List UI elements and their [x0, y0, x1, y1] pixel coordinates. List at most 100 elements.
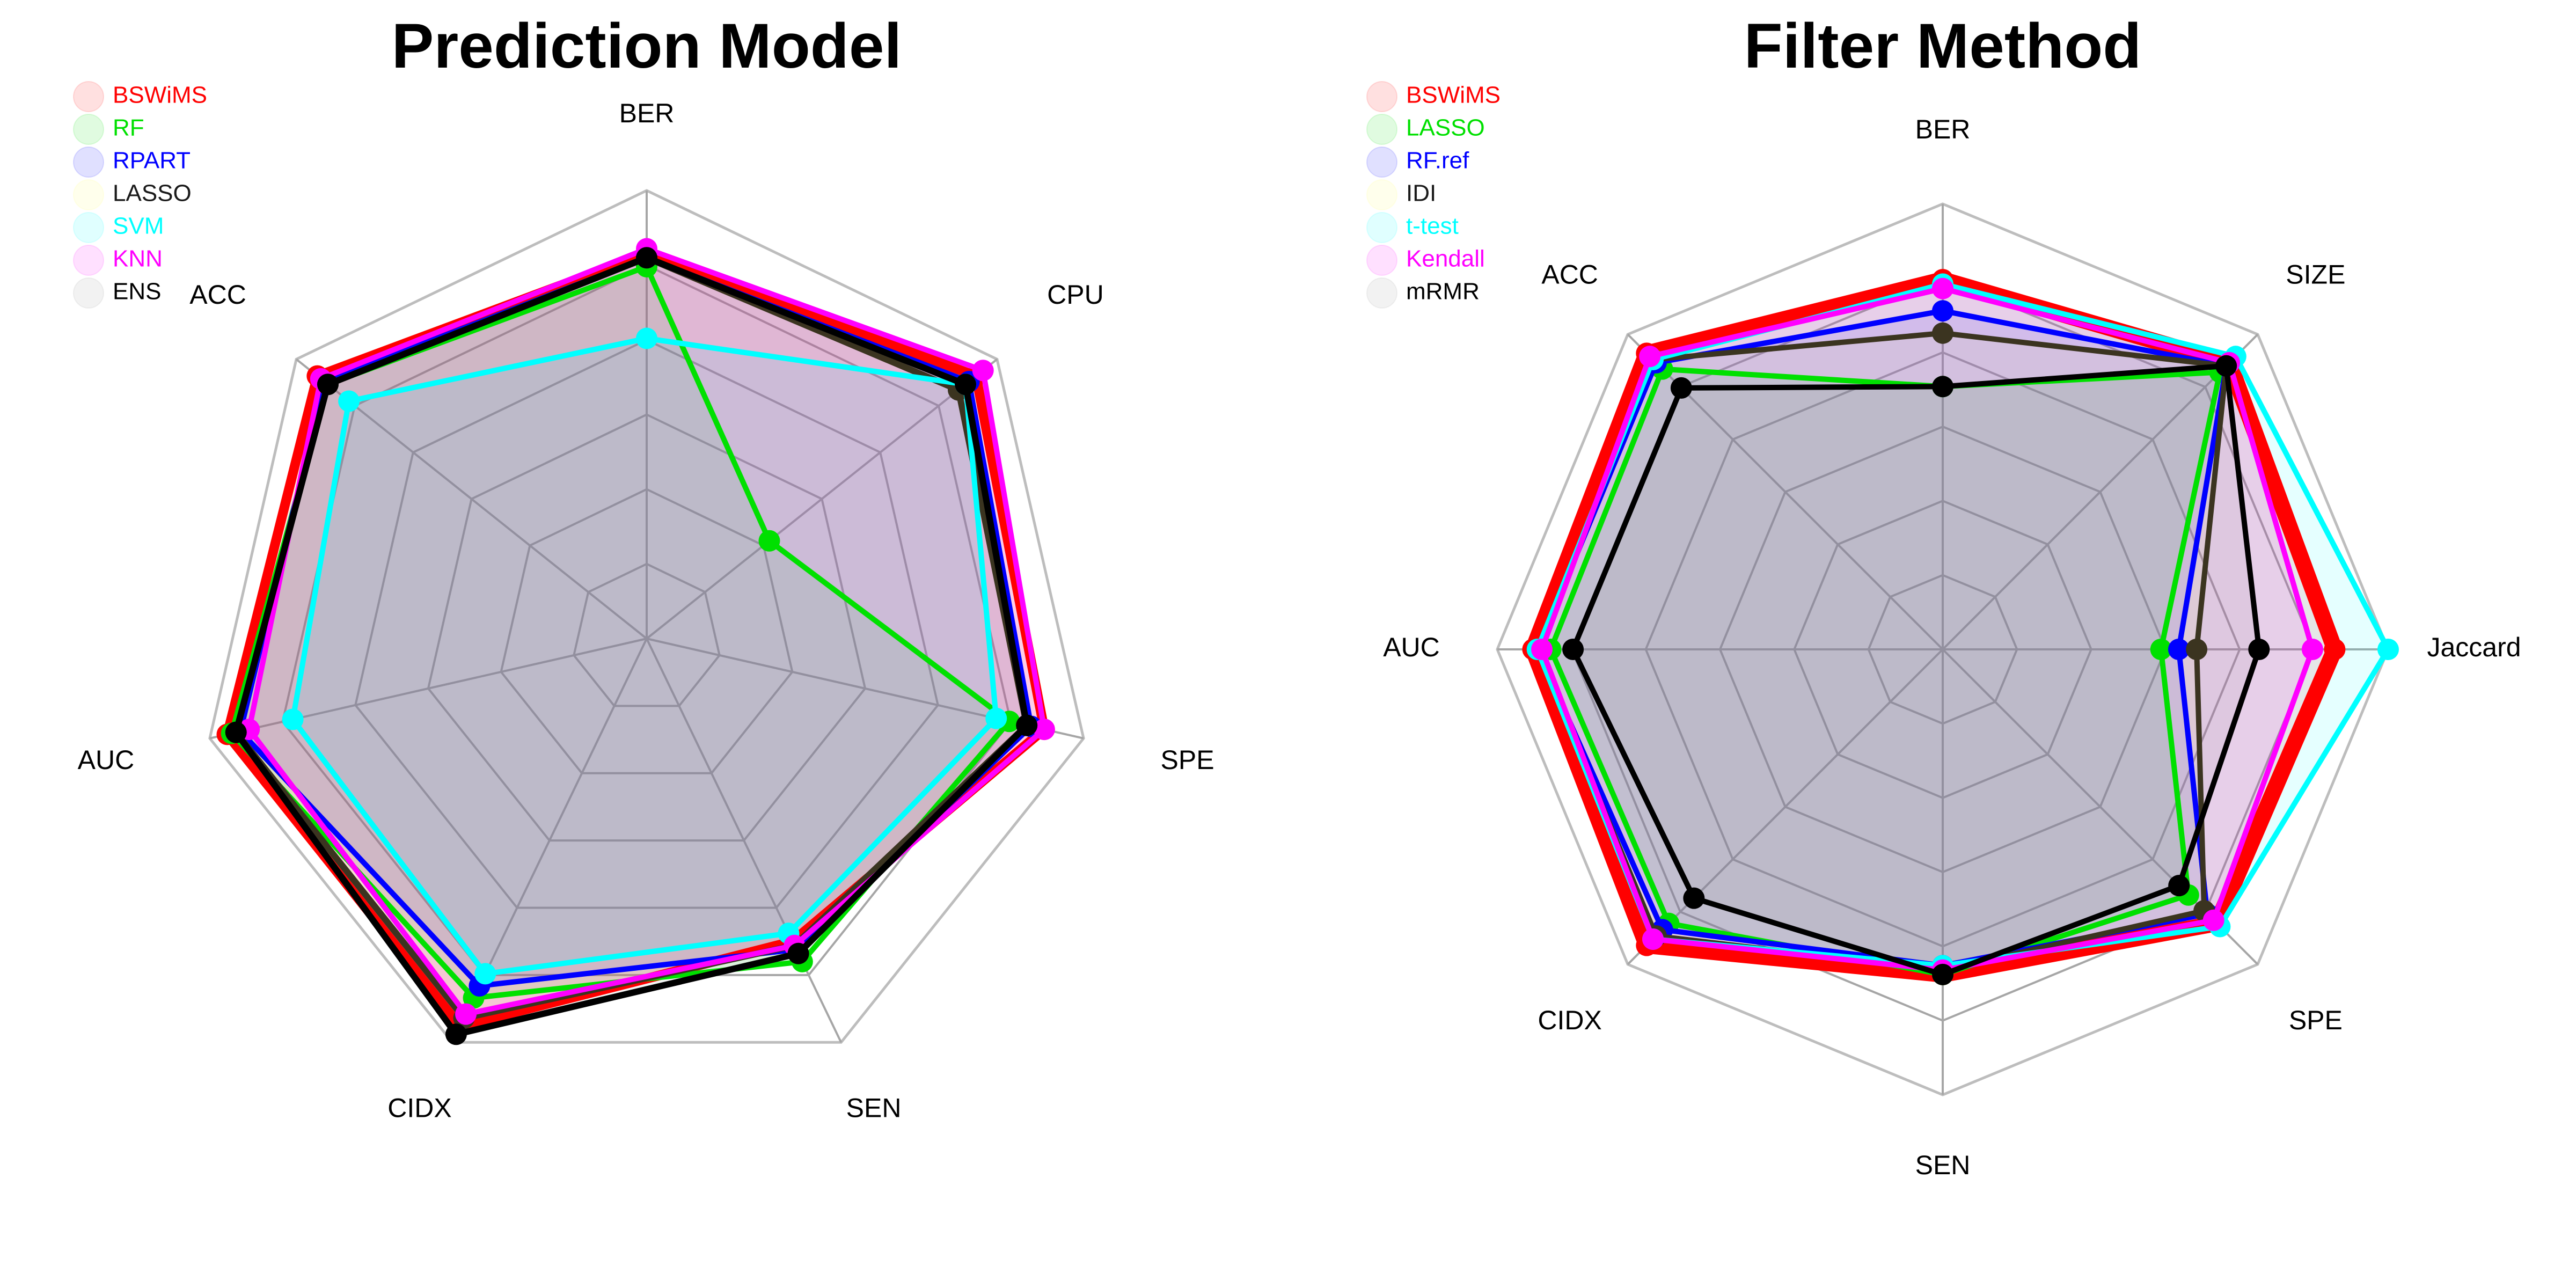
data-point-svm-cidx: [474, 963, 496, 985]
data-point-idi-jaccard: [2186, 639, 2208, 660]
legend-label: LASSO: [1406, 115, 1485, 141]
legend-item-bswims: BSWiMS: [73, 81, 207, 112]
chart-title: Filter Method: [1744, 11, 2142, 82]
legend-label: BSWiMS: [1406, 82, 1501, 108]
axis-spoke: [1627, 648, 1944, 965]
data-point-knn-cpu: [972, 360, 994, 382]
legend-swatch: [1366, 114, 1397, 145]
legend-item-lasso: LASSO: [73, 179, 192, 210]
axis-label-acc: ACC: [189, 280, 246, 310]
data-point-mrmr-size: [2215, 355, 2237, 377]
legend-label: LASSO: [113, 180, 192, 207]
legend-label: RF: [113, 115, 144, 141]
legend-label: IDI: [1406, 180, 1436, 207]
data-point-ens-sen: [787, 942, 809, 964]
legend: BSWiMS LASSO RF.ref IDI t-test Kendall mRMR: [1366, 81, 1501, 309]
axis-label-spe: SPE: [1161, 745, 1214, 775]
data-point-knn-cidx: [455, 1003, 477, 1025]
legend-swatch: [73, 277, 104, 309]
legend-label: SVM: [113, 213, 164, 239]
axis-label-spe: SPE: [2289, 1005, 2343, 1035]
legend-swatch: [73, 245, 104, 276]
data-point-mrmr-ber: [1932, 376, 1953, 398]
series-line-ens: [232, 254, 1030, 1038]
axis-label-auc: AUC: [78, 745, 135, 775]
axis-label-jaccard: Jaccard: [2427, 632, 2521, 662]
axis-label-size: SIZE: [2286, 259, 2345, 289]
data-point-ens-cpu: [955, 374, 977, 396]
legend-swatch: [73, 81, 104, 112]
grid-ring: [573, 562, 721, 707]
axis-spoke: [646, 358, 998, 640]
legend: BSWiMS RF RPART LASSO SVM KNN ENS: [73, 81, 207, 309]
data-point-knn-spe: [1033, 719, 1055, 741]
data-point-idi-ber: [1932, 322, 1953, 344]
legend-swatch: [1366, 277, 1397, 309]
series-area-rf-ref: [1537, 311, 2227, 966]
data-point-ens-spe: [1016, 714, 1038, 736]
series-fills: [227, 248, 1044, 1035]
legend-swatch: [73, 114, 104, 145]
grid-ring: [208, 189, 1085, 1044]
data-point-svm-acc: [338, 390, 360, 412]
grid-ring: [354, 339, 939, 909]
axis-label-cidx: CIDX: [387, 1093, 451, 1123]
data-point-kendall-spe: [2202, 909, 2224, 931]
legend-label: BSWiMS: [113, 82, 207, 108]
data-point-kendall-ber: [1932, 277, 1953, 299]
prediction-model-panel: Prediction ModelBERCPUSPESENCIDXAUCACCBS…: [73, 11, 1214, 1123]
legend-swatch: [1366, 212, 1397, 243]
legend-swatch: [73, 179, 104, 210]
series-ens: [225, 247, 1038, 1045]
axis-label-sen: SEN: [1915, 1150, 1971, 1180]
data-point-kendall-auc: [1531, 639, 1553, 660]
legend-item-t-test: t-test: [1366, 212, 1459, 243]
series-line-knn: [246, 246, 1047, 1017]
data-point-ens-acc: [317, 374, 339, 396]
legend-item-rf: RF: [73, 114, 144, 145]
series-area-rf: [231, 266, 1009, 998]
series-area-lasso: [236, 258, 1027, 1019]
legend-item-rf-ref: RF.ref: [1366, 147, 1469, 178]
data-point-t-test-jaccard: [2377, 639, 2399, 660]
legend-item-rpart: RPART: [73, 147, 191, 178]
data-point-ens-cidx: [445, 1023, 467, 1045]
legend-item-idi: IDI: [1366, 179, 1436, 210]
data-point-mrmr-auc: [1562, 639, 1584, 660]
data-point-mrmr-jaccard: [2248, 639, 2270, 660]
legend-item-kendall: Kendall: [1366, 245, 1485, 276]
series-area-idi: [1537, 333, 2227, 970]
legend-label: KNN: [113, 246, 163, 272]
data-point-mrmr-cidx: [1683, 887, 1705, 909]
data-point-kendall-cidx: [1642, 928, 1664, 950]
series-area-kendall: [1542, 288, 2312, 970]
legend-item-lasso: LASSO: [1366, 114, 1485, 145]
grid-ring: [427, 413, 867, 842]
legend-swatch: [1366, 179, 1397, 210]
data-point-ens-auc: [225, 721, 247, 743]
series-area-rpart: [240, 258, 1031, 986]
legend-label: mRMR: [1406, 279, 1480, 305]
data-point-rf-ref-ber: [1932, 300, 1953, 322]
legend-item-svm: SVM: [73, 212, 164, 243]
data-point-svm-auc: [282, 708, 304, 730]
legend-label: RPART: [113, 148, 191, 174]
legend-label: ENS: [113, 279, 161, 305]
series-fills: [1533, 280, 2388, 975]
legend-swatch: [1366, 81, 1397, 112]
data-point-rf-ref-jaccard: [2168, 639, 2190, 660]
filter-method-panel: Filter Method BER SIZE Jaccard SPE SEN CIDX AUC…: [1366, 11, 2521, 1180]
legend-label: Kendall: [1406, 246, 1485, 272]
series-area-bswims: [227, 253, 1044, 1027]
data-point-ens-ber: [636, 247, 657, 269]
legend-label: t-test: [1406, 213, 1459, 239]
axis-label-acc: ACC: [1541, 259, 1598, 289]
series-area-svm: [292, 338, 997, 974]
series-area-bswims: [1533, 280, 2335, 975]
legend-item-mrmr: mRMR: [1366, 277, 1480, 309]
data-point-rf-cpu: [758, 530, 780, 552]
series-area-lasso: [1550, 369, 2220, 975]
legend-item-knn: KNN: [73, 245, 163, 276]
legend-label: RF.ref: [1406, 148, 1469, 174]
